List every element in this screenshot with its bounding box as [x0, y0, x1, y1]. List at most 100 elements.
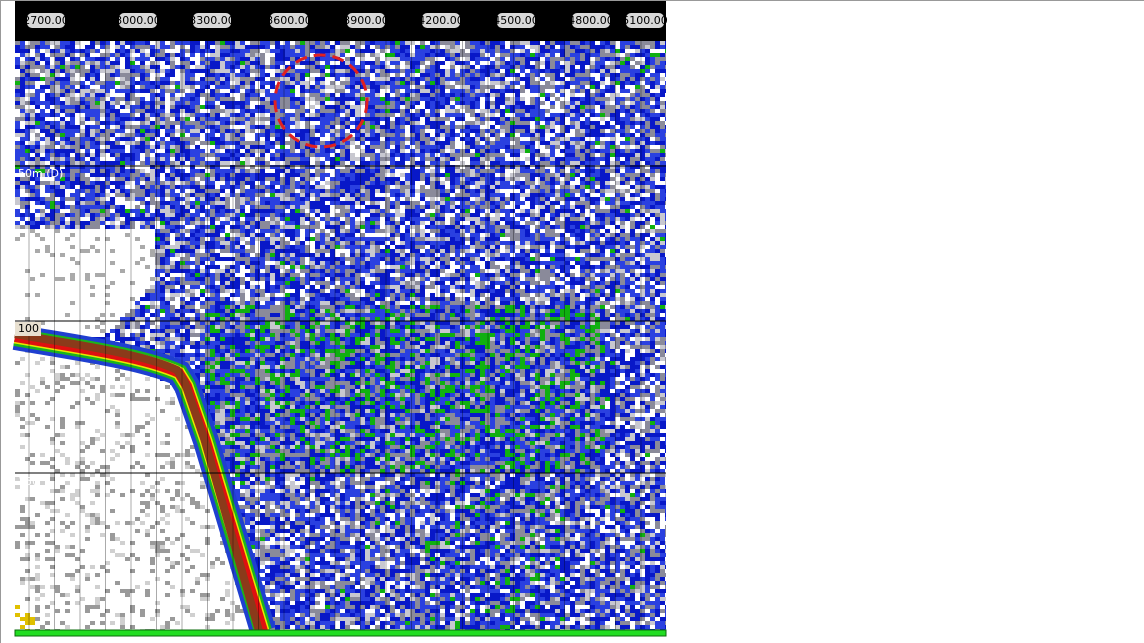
echo-cell [345, 109, 350, 113]
echo-cell [365, 49, 370, 53]
echo-cell [445, 189, 450, 193]
echo-cell [650, 149, 655, 153]
echo-cell [650, 181, 655, 185]
echo-cell [455, 41, 460, 45]
echo-cell [410, 201, 415, 205]
echo-cell [215, 49, 220, 53]
echo-cell [395, 41, 400, 45]
echo-cell [220, 189, 225, 193]
echo-cell [95, 93, 100, 97]
echo-cell [490, 205, 495, 209]
echo-cell [265, 213, 270, 217]
echo-cell [500, 153, 505, 157]
echo-cell [595, 181, 600, 185]
echo-cell [60, 41, 65, 45]
echo-cell [490, 185, 495, 189]
echo-cell [185, 153, 190, 157]
echo-cell [125, 61, 130, 65]
echo-cell [90, 73, 95, 77]
echo-cell [400, 193, 405, 197]
echo-cell [425, 153, 430, 157]
echo-cell [200, 149, 205, 153]
echo-cell [85, 185, 90, 189]
echo-cell [90, 197, 95, 201]
echo-cell [540, 193, 545, 197]
echo-cell [605, 173, 610, 177]
echo-cell [495, 117, 500, 121]
echo-cell [180, 181, 185, 185]
echo-cell [175, 117, 180, 121]
echo-cell [30, 101, 35, 105]
echo-cell [155, 181, 160, 185]
echo-cell [395, 81, 400, 85]
echo-cell [600, 101, 605, 105]
echo-cell [510, 101, 515, 105]
echo-cell [395, 141, 400, 145]
echo-cell [380, 157, 385, 161]
echo-cell [635, 129, 640, 133]
echo-cell [120, 85, 125, 89]
echo-cell [165, 201, 170, 205]
echo-cell [100, 137, 105, 141]
echo-cell [90, 117, 95, 121]
echo-cell [160, 105, 165, 109]
echo-cell [470, 193, 475, 197]
echo-cell [590, 201, 595, 205]
echo-cell [475, 209, 480, 213]
echo-cell [655, 45, 660, 49]
echo-cell [600, 177, 605, 181]
echo-cell [505, 121, 510, 125]
echo-cell [635, 145, 640, 149]
echo-cell [500, 197, 505, 201]
echo-cell [75, 81, 80, 85]
echo-cell [145, 137, 150, 141]
echo-cell [465, 153, 470, 157]
echo-cell [520, 65, 525, 69]
echo-cell [265, 149, 270, 153]
echo-cell [125, 57, 130, 61]
echo-cell [340, 97, 345, 101]
echo-cell [370, 69, 375, 73]
echo-cell [530, 205, 535, 209]
echo-cell [465, 133, 470, 137]
echo-cell [605, 89, 610, 93]
echo-cell [515, 125, 520, 129]
echo-cell [90, 213, 95, 217]
echo-cell [170, 141, 175, 145]
echo-cell [440, 125, 445, 129]
echo-cell [415, 153, 420, 157]
echo-cell [245, 53, 250, 57]
echo-cell [520, 189, 525, 193]
echo-cell [65, 137, 70, 141]
echo-cell [295, 109, 300, 113]
echo-cell [215, 169, 220, 173]
echo-cell [30, 145, 35, 149]
echo-cell [45, 141, 50, 145]
echo-cell [100, 141, 105, 145]
echo-cell [255, 185, 260, 189]
echo-cell [285, 53, 290, 57]
echo-cell [210, 137, 215, 141]
echo-cell [655, 117, 660, 121]
echo-cell [570, 73, 575, 77]
echo-cell [415, 133, 420, 137]
echo-cell [135, 65, 140, 69]
echo-cell [315, 185, 320, 189]
echo-cell [365, 177, 370, 181]
echo-cell [195, 97, 200, 101]
echo-cell [585, 129, 590, 133]
echo-cell [310, 61, 315, 65]
echo-cell [625, 129, 630, 133]
echo-cell [340, 45, 345, 49]
echo-cell [490, 189, 495, 193]
echo-cell [415, 161, 420, 165]
echo-cell [520, 193, 525, 197]
echo-cell [545, 125, 550, 129]
echo-cell [250, 213, 255, 217]
echo-cell [630, 153, 635, 157]
echo-cell [20, 69, 25, 73]
echo-cell [600, 65, 605, 69]
echo-cell [580, 169, 585, 173]
echo-cell [125, 65, 130, 69]
echo-cell [295, 69, 300, 73]
